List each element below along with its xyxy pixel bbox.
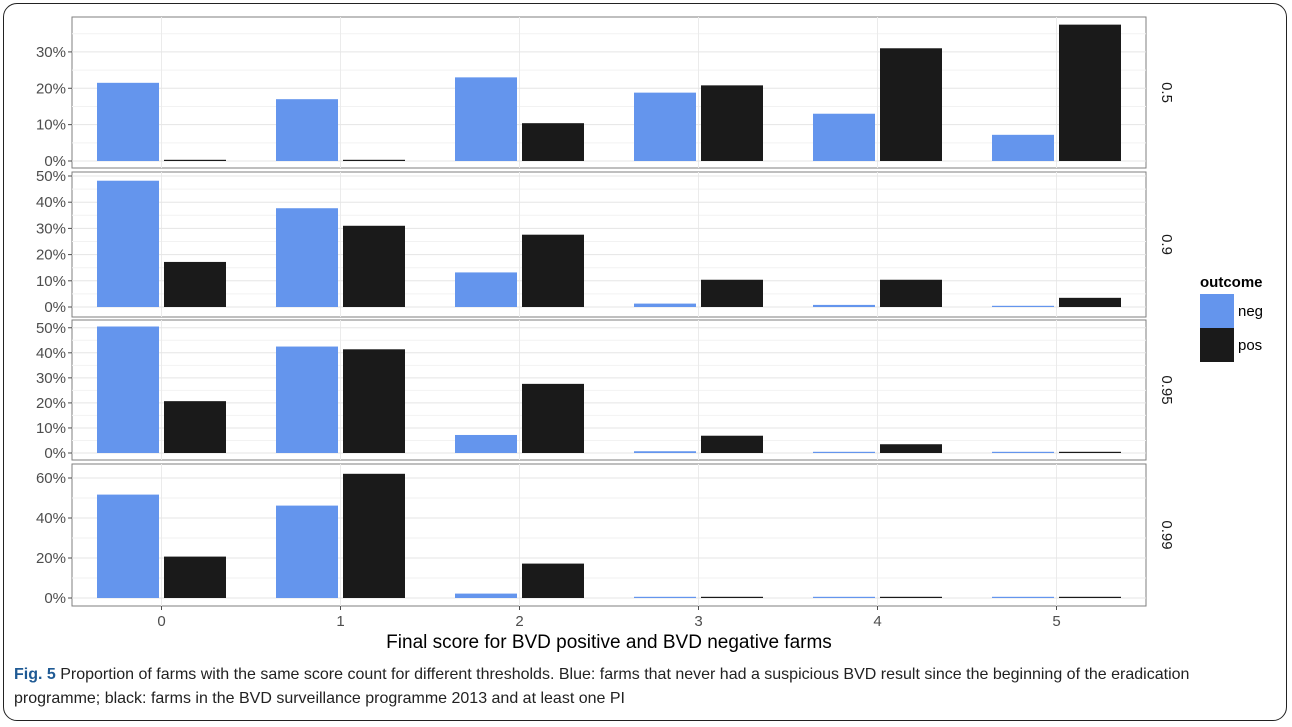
legend-swatch-pos bbox=[1200, 328, 1234, 362]
bar-pos bbox=[701, 435, 763, 453]
x-tick-label: 0 bbox=[157, 613, 165, 630]
bar-neg bbox=[455, 434, 517, 453]
panel-strip-label: 0.5 bbox=[1158, 82, 1175, 103]
y-tick-label: 0% bbox=[44, 299, 66, 316]
y-tick-label: 60% bbox=[36, 470, 66, 487]
panel-strip-label: 0.95 bbox=[1158, 375, 1175, 404]
bar-pos bbox=[343, 473, 405, 598]
x-tick-label: 1 bbox=[336, 613, 344, 630]
y-tick-label: 50% bbox=[36, 168, 66, 185]
x-tick-label: 4 bbox=[873, 613, 881, 630]
y-tick-label: 10% bbox=[36, 117, 66, 134]
bar-pos bbox=[164, 159, 226, 161]
bar-neg bbox=[276, 99, 338, 161]
bar-neg bbox=[97, 326, 159, 453]
y-tick-label: 0% bbox=[44, 445, 66, 462]
y-tick-label: 30% bbox=[36, 44, 66, 61]
bar-pos bbox=[880, 279, 942, 307]
bar-pos bbox=[1059, 451, 1121, 453]
bar-neg bbox=[634, 303, 696, 307]
bar-neg bbox=[455, 77, 517, 161]
bar-neg bbox=[276, 346, 338, 453]
bar-pos bbox=[1059, 24, 1121, 161]
bar-pos bbox=[880, 596, 942, 598]
bar-neg bbox=[97, 494, 159, 598]
bar-pos bbox=[701, 279, 763, 307]
bar-neg bbox=[634, 451, 696, 453]
bar-pos bbox=[164, 261, 226, 307]
y-tick-label: 20% bbox=[36, 550, 66, 567]
panel-border bbox=[71, 171, 1147, 318]
panel-border bbox=[71, 16, 1147, 169]
y-tick-label: 20% bbox=[36, 247, 66, 264]
bar-neg bbox=[992, 596, 1054, 598]
bar-neg bbox=[813, 113, 875, 161]
x-axis-title: Final score for BVD positive and BVD neg… bbox=[386, 632, 832, 653]
x-tick-label: 3 bbox=[694, 613, 702, 630]
caption-text: Proportion of farms with the same score … bbox=[14, 666, 1190, 707]
y-tick-label: 30% bbox=[36, 220, 66, 237]
legend-swatch-neg bbox=[1200, 294, 1234, 328]
y-tick-label: 0% bbox=[44, 590, 66, 607]
bar-pos bbox=[522, 123, 584, 161]
bar-pos bbox=[343, 349, 405, 453]
panel-border bbox=[71, 463, 1147, 607]
bar-pos bbox=[880, 48, 942, 161]
bar-pos bbox=[522, 563, 584, 598]
bar-pos bbox=[1059, 596, 1121, 598]
figure-caption: Fig. 5 Proportion of farms with the same… bbox=[14, 663, 1276, 711]
y-tick-label: 10% bbox=[36, 273, 66, 290]
y-tick-label: 30% bbox=[36, 370, 66, 387]
panel-strip-label: 0.9 bbox=[1158, 234, 1175, 255]
bar-neg bbox=[813, 304, 875, 307]
bar-pos bbox=[343, 159, 405, 161]
y-tick-label: 40% bbox=[36, 345, 66, 362]
bar-neg bbox=[634, 596, 696, 598]
bar-neg bbox=[276, 505, 338, 598]
bar-pos bbox=[701, 85, 763, 161]
bar-pos bbox=[343, 225, 405, 307]
bar-neg bbox=[634, 92, 696, 161]
bar-neg bbox=[97, 180, 159, 307]
bar-neg bbox=[992, 134, 1054, 161]
bar-neg bbox=[97, 82, 159, 161]
y-tick-label: 40% bbox=[36, 510, 66, 527]
bar-neg bbox=[992, 451, 1054, 453]
bar-neg bbox=[813, 451, 875, 453]
bar-pos bbox=[880, 444, 942, 453]
bar-pos bbox=[522, 234, 584, 307]
y-tick-label: 20% bbox=[36, 395, 66, 412]
bar-neg bbox=[276, 208, 338, 307]
y-tick-label: 50% bbox=[36, 320, 66, 337]
x-tick-label: 2 bbox=[515, 613, 523, 630]
bar-neg bbox=[813, 596, 875, 598]
legend-title: outcome bbox=[1200, 274, 1263, 291]
legend-label-neg: neg bbox=[1238, 303, 1263, 320]
legend-label-pos: pos bbox=[1238, 337, 1262, 354]
bar-pos bbox=[164, 401, 226, 453]
bar-pos bbox=[701, 596, 763, 598]
figure-label: Fig. 5 bbox=[14, 666, 56, 683]
y-tick-label: 10% bbox=[36, 420, 66, 437]
bar-pos bbox=[522, 383, 584, 453]
bar-pos bbox=[164, 556, 226, 598]
bar-neg bbox=[455, 593, 517, 598]
bar-neg bbox=[455, 272, 517, 307]
y-tick-label: 40% bbox=[36, 194, 66, 211]
x-tick-label: 5 bbox=[1052, 613, 1060, 630]
bar-pos bbox=[1059, 297, 1121, 307]
y-tick-label: 20% bbox=[36, 80, 66, 97]
panel-strip-label: 0.99 bbox=[1158, 520, 1175, 549]
y-tick-label: 0% bbox=[44, 153, 66, 170]
bar-neg bbox=[992, 305, 1054, 307]
